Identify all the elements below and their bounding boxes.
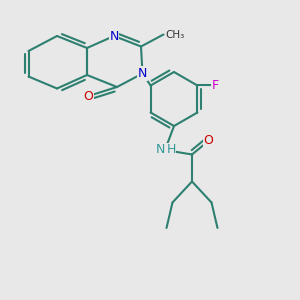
Text: H: H <box>167 143 176 157</box>
Text: CH₃: CH₃ <box>165 29 184 40</box>
Text: N: N <box>156 143 165 157</box>
Text: N: N <box>109 29 119 43</box>
Text: N: N <box>138 67 147 80</box>
Text: O: O <box>84 89 93 103</box>
Text: O: O <box>204 134 213 148</box>
Text: F: F <box>212 79 219 92</box>
